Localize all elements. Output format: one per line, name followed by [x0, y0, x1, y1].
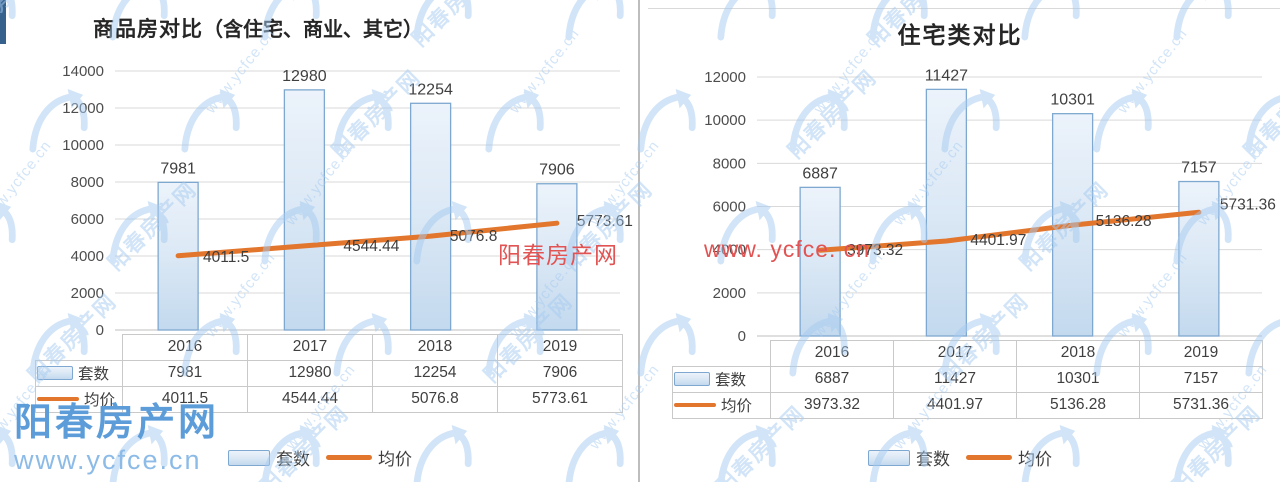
table-value-cell: 4544.44	[247, 385, 373, 413]
table-series-key: 套数	[672, 365, 771, 393]
panel-divider	[638, 0, 640, 482]
line-value-label: 5136.28	[1096, 213, 1152, 230]
price-line	[175, 220, 560, 259]
chart-title-left: 商品房对比（含住宅、商业、其它）	[93, 13, 423, 43]
line-series-swatch	[674, 403, 716, 407]
series-name-label: 套数	[78, 366, 110, 383]
table-year-header: 2019	[497, 334, 623, 361]
line-value-label: 4401.97	[970, 232, 1026, 249]
table-series-key: 套数	[35, 359, 123, 387]
table-value-cell: 12980	[247, 359, 373, 387]
y-tick-label: 4000	[713, 242, 746, 259]
chart-panel-commodity: 商品房对比（含住宅、商业、其它） 套数 均价 0 2000 4000 6000 8000…	[35, 13, 633, 470]
bar-value-label: 12254	[408, 81, 453, 98]
table-year-header: 2017	[893, 340, 1017, 367]
bar-2018	[1051, 113, 1094, 337]
chart-title-right: 住宅类对比	[897, 22, 1023, 48]
bar-series-swatch	[868, 449, 910, 466]
panel-top-border	[648, 8, 1280, 9]
line-series-swatch	[966, 455, 1012, 460]
chart-legend: 套数 均价	[868, 445, 1052, 470]
legend-line-label: 均价	[378, 450, 412, 469]
chart-title-main: 商品房对比	[93, 18, 203, 41]
table-value-cell: 7157	[1139, 365, 1263, 393]
y-tick-label: 10000	[62, 137, 104, 154]
table-corner-cell	[672, 340, 771, 367]
table-year-header: 2018	[372, 334, 498, 361]
bar-2017	[283, 89, 326, 331]
line-value-label: 3973.32	[847, 242, 903, 259]
line-value-label: 5076.8	[450, 228, 497, 245]
series-name-label: 套数	[715, 372, 747, 389]
table-value-cell: 6887	[770, 365, 894, 393]
line-value-label: 4011.5	[203, 249, 249, 266]
table-value-cell: 5076.8	[372, 385, 498, 413]
y-tick-label: 10000	[704, 112, 746, 129]
table-value-cell: 4401.97	[893, 391, 1017, 419]
y-tick-label: 8000	[71, 174, 104, 191]
bar-2017	[925, 88, 968, 337]
bar-value-label: 10301	[1050, 92, 1095, 109]
table-corner-cell	[35, 334, 123, 361]
price-line	[817, 209, 1202, 253]
line-value-label: 5731.36	[1220, 196, 1276, 213]
table-value-cell: 7981	[122, 359, 248, 387]
legend-bar-label: 套数	[916, 450, 950, 469]
table-value-cell: 7906	[497, 359, 623, 387]
series-name-label: 均价	[721, 398, 753, 415]
bar-value-label: 7981	[160, 160, 196, 177]
bar-2018	[409, 102, 452, 331]
line-value-label: 4544.44	[343, 238, 399, 255]
bar-value-label: 7157	[1181, 160, 1217, 177]
y-tick-label: 2000	[713, 285, 746, 302]
table-series-key: 均价	[672, 391, 771, 419]
table-value-cell: 5773.61	[497, 385, 623, 413]
table-series-key: 均价	[35, 385, 123, 413]
y-tick-label: 12000	[704, 69, 746, 86]
y-tick-label: 8000	[713, 155, 746, 172]
table-year-header: 2016	[122, 334, 248, 361]
bar-value-label: 6887	[802, 165, 838, 182]
y-tick-label: 14000	[62, 63, 104, 80]
legend-line-label: 均价	[1018, 450, 1052, 469]
y-tick-label: 2000	[71, 285, 104, 302]
table-year-header: 2016	[770, 340, 894, 367]
bar-series-swatch	[674, 372, 710, 386]
table-value-cell: 5731.36	[1139, 391, 1263, 419]
bar-2016	[157, 181, 199, 331]
table-year-header: 2017	[247, 334, 373, 361]
data-table: 2016 2017 2018 2019 套数 6887 11427 10301 7157 均价 39…	[672, 340, 1263, 419]
legend-bar-label: 套数	[276, 450, 310, 469]
y-tick-label: 6000	[713, 199, 746, 216]
y-tick-label: 12000	[62, 100, 104, 117]
data-table: 2016 2017 2018 2019 套数 7981 12980 12254 7906 均价 40…	[35, 334, 623, 413]
bar-series-swatch	[228, 449, 270, 466]
table-value-cell: 11427	[893, 365, 1017, 393]
table-value-cell: 10301	[1016, 365, 1140, 393]
table-value-cell: 12254	[372, 359, 498, 387]
series-name-label: 均价	[84, 392, 116, 409]
table-value-cell: 4011.5	[122, 385, 248, 413]
bar-value-label: 12980	[282, 68, 327, 85]
line-series-swatch	[326, 455, 372, 460]
table-year-header: 2019	[1139, 340, 1263, 367]
bar-series-swatch	[37, 366, 73, 380]
chart-legend: 套数 均价	[228, 445, 412, 470]
y-tick-label: 6000	[71, 211, 104, 228]
line-value-label: 5773.61	[577, 213, 633, 230]
chart-panel-residential: 住宅类对比 套数 均价 0 2000 4000 6000 8000 10000 12000 6…	[640, 0, 1280, 482]
bar-value-label: 11427	[925, 67, 968, 84]
bar-2016	[799, 186, 841, 337]
y-tick-label: 4000	[71, 248, 104, 265]
table-value-cell: 5136.28	[1016, 391, 1140, 419]
bar-2019	[536, 183, 578, 331]
table-value-cell: 3973.32	[770, 391, 894, 419]
table-year-header: 2018	[1016, 340, 1140, 367]
line-series-swatch	[37, 397, 79, 401]
bar-value-label: 7906	[539, 162, 575, 179]
chart-title-note: （含住宅、商业、其它）	[203, 19, 423, 41]
bar-2019	[1178, 180, 1220, 337]
watermark-fragment	[0, 0, 6, 44]
